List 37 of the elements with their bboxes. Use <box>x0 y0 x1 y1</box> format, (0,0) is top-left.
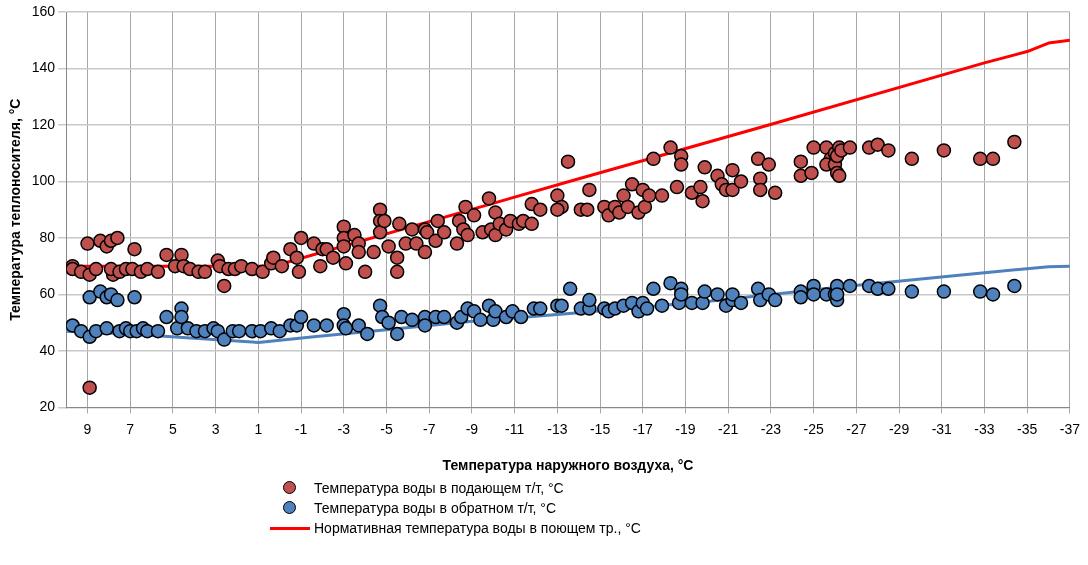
x-tick-label: -11 <box>505 420 525 437</box>
x-tick-label: -17 <box>632 420 654 437</box>
y-tick-label: 100 <box>31 172 56 189</box>
y-tick-label: 60 <box>39 285 56 302</box>
x-tick-label: -13 <box>547 420 568 437</box>
y-tick-label: 40 <box>39 341 56 358</box>
x-tick-label: -33 <box>974 420 995 437</box>
x-tick-label: -35 <box>1017 420 1038 437</box>
x-tick-label: -1 <box>294 420 308 437</box>
legend-label: Температура воды в подающем т/т, °C <box>314 480 564 496</box>
x-tick-label: -9 <box>465 420 479 437</box>
x-tick-label: 7 <box>126 420 135 437</box>
y-tick-label: 160 <box>31 2 56 19</box>
y-tick-label: 80 <box>39 228 56 245</box>
x-tick-label: -25 <box>803 420 824 437</box>
x-tick-label: -23 <box>760 420 782 437</box>
y-tick-label: 120 <box>31 115 56 132</box>
x-tick-label: 3 <box>211 420 220 437</box>
x-tick-label: 5 <box>169 420 178 437</box>
y-tick-label: 20 <box>39 398 56 415</box>
legend-label: Нормативная температура воды в поющем тр., °C <box>314 520 641 536</box>
x-tick-label: 1 <box>254 420 263 437</box>
x-tick-label: -29 <box>888 420 910 437</box>
y-tick-label: 140 <box>31 59 56 76</box>
x-tick-label: -19 <box>675 420 696 437</box>
x-tick-label: -31 <box>931 420 953 437</box>
x-tick-label: 9 <box>83 420 92 437</box>
x-tick-label: -37 <box>1059 420 1081 437</box>
legend-label: Температура воды в обратном т/т, °C <box>314 500 557 516</box>
x-axis-title: Температура наружного воздуха, °C <box>442 457 694 474</box>
x-tick-label: -3 <box>337 420 351 437</box>
x-tick-label: -21 <box>718 420 739 437</box>
x-tick-label: -15 <box>589 420 611 437</box>
x-tick-label: -27 <box>846 420 867 437</box>
y-axis-title: Температура теплоносителя, °C <box>7 98 24 321</box>
x-tick-label: -7 <box>422 420 436 437</box>
x-tick-label: -5 <box>380 420 393 437</box>
